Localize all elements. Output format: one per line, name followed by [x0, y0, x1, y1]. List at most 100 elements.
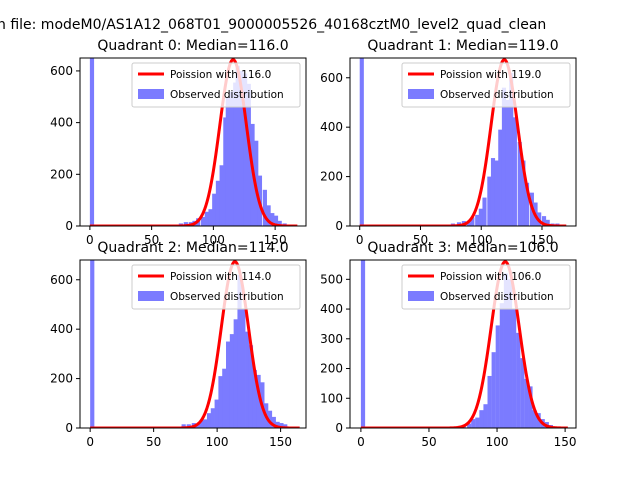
- x-tick-label: 150: [531, 233, 554, 247]
- legend-label-observed: Observed distribution: [170, 291, 284, 303]
- histogram-bar: [233, 82, 238, 226]
- y-tick-label: 200: [50, 167, 73, 181]
- histogram-bar: [507, 279, 513, 428]
- histogram-bar: [483, 404, 488, 428]
- x-tick-label: 50: [421, 435, 436, 449]
- y-tick-label: 200: [320, 170, 343, 184]
- histogram-bar: [491, 352, 496, 428]
- x-tick-label: 50: [144, 233, 159, 247]
- poisson-curve: [89, 58, 299, 226]
- x-tick-label: 100: [486, 435, 509, 449]
- histogram-bar: [90, 260, 95, 428]
- legend: Poission with 106.0 Observed distribution: [401, 264, 571, 310]
- x-tick-label: 150: [554, 435, 577, 449]
- legend-label-poisson: Poission with 114.0: [170, 271, 271, 283]
- histogram-bar: [273, 215, 279, 226]
- y-tick-label: 400: [50, 322, 73, 336]
- histogram-bar: [245, 331, 250, 428]
- panel-quadrant-3: Quadrant 3: Median=106.0 0 50 100 150 0 100 20…: [320, 240, 576, 449]
- y-tick-label: 100: [320, 391, 343, 405]
- y-tick-label: 0: [335, 219, 343, 233]
- legend-box: [401, 62, 571, 108]
- histogram-bar: [210, 408, 215, 428]
- panel-quadrant-0: Quadrant 0: Median=116.0 0 50 100 150 0 200 40…: [50, 38, 307, 247]
- legend-label-observed: Observed distribution: [440, 89, 554, 101]
- y-tick-label: 600: [50, 64, 73, 78]
- poisson-curve: [360, 260, 569, 428]
- legend-box: [131, 264, 301, 310]
- panel-plot-area: 0 50 100 150 0 200 400 600 Poission with 116.0 Ob…: [50, 57, 307, 247]
- histogram-bar: [512, 117, 517, 226]
- legend-swatch-bar: [408, 291, 434, 301]
- y-tick-label: 200: [320, 362, 343, 376]
- histogram-bar: [229, 91, 234, 226]
- y-tick-label: 300: [320, 332, 343, 346]
- histogram-bar: [203, 419, 208, 428]
- histogram-bar: [89, 58, 95, 226]
- histogram-bar: [532, 410, 537, 428]
- histogram-bar: [218, 376, 223, 428]
- histogram-bar: [467, 423, 472, 428]
- histogram-bar: [517, 142, 522, 226]
- y-tick-label: 600: [320, 71, 343, 85]
- histogram-bar: [495, 325, 500, 428]
- histogram-bar: [215, 180, 221, 226]
- histogram-bar: [501, 87, 507, 226]
- x-tick-label: 100: [202, 233, 225, 247]
- histogram-bar: [471, 419, 476, 428]
- histogram-bar: [206, 413, 212, 428]
- axes-frame: [349, 57, 577, 227]
- histogram-bar: [505, 100, 510, 226]
- histogram-bar: [524, 182, 530, 226]
- y-tick-label: 500: [320, 272, 343, 286]
- legend-swatch-bar: [138, 291, 164, 301]
- histogram-bar: [239, 70, 244, 226]
- histogram-bar: [487, 176, 492, 226]
- histogram-bar: [360, 260, 366, 428]
- histogram-bar: [520, 358, 525, 428]
- y-tick-label: 200: [50, 372, 73, 386]
- x-tick-label: 50: [146, 435, 161, 449]
- panel-quadrant-1: Quadrant 1: Median=119.0 0 50 100 150 0 200 40…: [320, 38, 577, 247]
- histogram-bar: [283, 424, 288, 428]
- legend-box: [131, 62, 301, 108]
- histogram-bar: [201, 216, 206, 226]
- histogram-bar: [521, 160, 526, 226]
- legend-swatch-bar: [138, 89, 164, 99]
- histogram-bar: [528, 386, 533, 428]
- histogram-bar: [541, 216, 547, 226]
- histogram-bar: [475, 214, 480, 226]
- histogram-bar: [229, 334, 235, 428]
- histogram-bar: [204, 211, 209, 226]
- x-tick-label: 50: [413, 233, 428, 247]
- y-tick-label: 600: [50, 273, 73, 287]
- histogram-bar: [498, 129, 503, 226]
- x-tick-label: 0: [86, 435, 94, 449]
- histogram-bar: [252, 369, 257, 428]
- histogram-bar: [208, 209, 213, 226]
- legend-swatch-bar: [408, 89, 434, 99]
- histogram-bar: [235, 65, 240, 226]
- histogram-bar: [243, 73, 248, 226]
- y-tick-label: 0: [335, 421, 343, 435]
- panel-title: Quadrant 0: Median=116.0: [97, 38, 288, 54]
- legend-label-poisson: Poission with 106.0: [440, 271, 541, 283]
- histogram-bar: [267, 410, 273, 428]
- histogram-bar: [512, 309, 517, 428]
- histogram-bar: [271, 416, 276, 428]
- legend-label-poisson: Poission with 119.0: [440, 69, 541, 81]
- histogram-bar: [277, 220, 282, 226]
- histogram-bar: [479, 410, 484, 428]
- histogram-bar: [195, 424, 200, 428]
- histogram-bar: [516, 332, 521, 428]
- panel-title: Quadrant 1: Median=119.0: [367, 38, 558, 54]
- histogram-bar: [183, 222, 188, 226]
- y-tick-label: 400: [50, 116, 73, 130]
- histogram-bar: [226, 341, 231, 428]
- histogram-bar: [545, 219, 550, 226]
- panel-plot-area: 0 50 100 150 0 200 400 600 Poission with 119.0 Ob…: [320, 57, 577, 247]
- histogram-bar: [475, 417, 480, 428]
- y-tick-label: 400: [320, 120, 343, 134]
- x-tick-label: 0: [356, 233, 364, 247]
